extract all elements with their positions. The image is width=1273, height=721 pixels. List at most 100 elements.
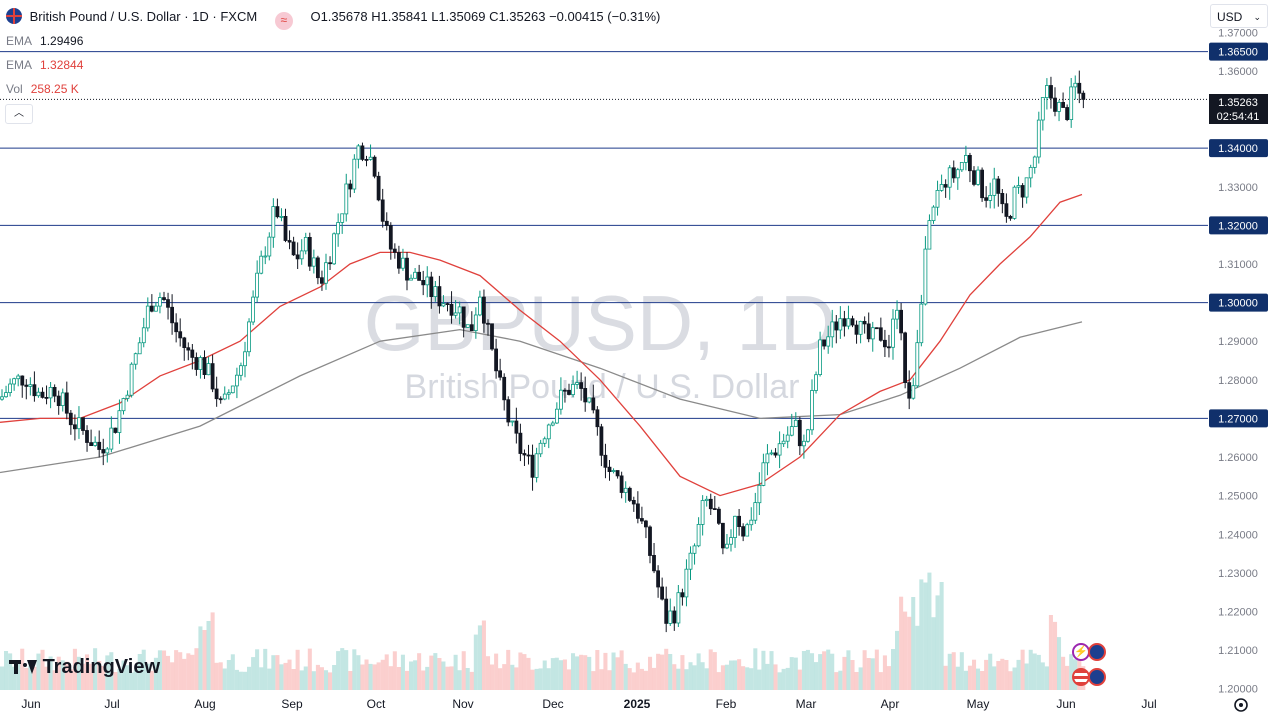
volume-bar <box>157 650 162 690</box>
volume-bar <box>874 649 879 690</box>
volume-bar <box>850 660 855 690</box>
volume-bar <box>283 662 288 690</box>
candle-body <box>883 339 887 348</box>
candle-body <box>514 420 519 434</box>
indicator-toggle-icon[interactable]: ≈ <box>274 12 293 30</box>
candle-body <box>964 154 968 163</box>
candle-body <box>753 502 758 521</box>
volume-bar <box>360 664 365 690</box>
candle-body <box>959 161 964 171</box>
volume-bar <box>56 656 61 690</box>
candle-body <box>32 384 37 397</box>
collapse-indicators-button[interactable]: ︿ <box>5 104 33 124</box>
volume-bar <box>76 656 81 690</box>
candle-body <box>174 322 179 333</box>
indicator-volume[interactable]: Vol 258.25 K <box>6 82 79 96</box>
candle-body <box>919 303 924 344</box>
volume-bar <box>433 653 438 690</box>
symbol-title[interactable]: British Pound / U.S. Dollar · 1D · FXCM <box>29 9 258 24</box>
volume-bar <box>340 648 345 690</box>
candle-body <box>708 498 713 510</box>
price-tick-label: 1.22000 <box>1218 606 1258 618</box>
price-tick-label: 1.36000 <box>1218 66 1258 78</box>
tradingview-logo[interactable]: TradingView <box>9 656 160 679</box>
candle-body <box>81 417 85 431</box>
candle-body <box>340 213 345 223</box>
volume-bar <box>591 671 596 690</box>
candle-body <box>745 524 750 537</box>
volume-bar <box>392 651 397 690</box>
candle-body <box>640 518 644 522</box>
currency-selector[interactable]: USD ⌄ <box>1210 4 1268 28</box>
volume-bar <box>858 667 863 690</box>
close-value: 1.35263 <box>498 9 546 24</box>
volume-bar <box>1044 666 1049 690</box>
candle-body <box>299 250 304 260</box>
volume-bar <box>1024 663 1029 690</box>
volume-bar <box>716 672 721 690</box>
candle-body <box>510 420 515 423</box>
candle-body <box>291 241 296 256</box>
volume-bar <box>959 652 964 690</box>
horizontal-levels[interactable]: 1.36500 1.34000 1.32000 1.30000 1.27000 <box>0 42 1268 428</box>
volume-bar <box>202 630 207 690</box>
time-tick-label: Nov <box>452 697 473 711</box>
volume-bar <box>243 671 248 690</box>
volume-bar <box>846 650 851 690</box>
volume-bar <box>911 597 916 690</box>
candle-body <box>684 568 689 598</box>
volume-bar <box>704 668 709 690</box>
candle-body <box>534 453 539 478</box>
volume-bar <box>311 671 316 690</box>
volume-bar <box>1057 637 1062 690</box>
volume-bar <box>534 668 539 690</box>
candle-body <box>631 499 636 505</box>
volume-bar <box>93 648 98 690</box>
volume-bar <box>263 648 268 690</box>
ohlc-values: O1.35678 H1.35841 L1.35069 C1.35263 −0.0… <box>310 9 661 24</box>
uk-flag-icon-2[interactable] <box>1088 668 1106 686</box>
volume-bar <box>247 666 252 690</box>
uk-flag-icon[interactable] <box>1088 643 1106 661</box>
volume-bar <box>996 661 1001 690</box>
candle-body <box>749 519 754 526</box>
volume-bar <box>182 658 187 690</box>
settings-gear-icon[interactable] <box>1234 698 1248 712</box>
candle-body <box>777 443 782 456</box>
volume-bar <box>0 666 5 690</box>
candle-body <box>68 412 73 426</box>
volume-bar <box>842 656 847 690</box>
candle-body <box>1049 85 1053 99</box>
candle-body <box>263 255 268 258</box>
candle-body <box>311 257 316 267</box>
candle-body <box>623 487 628 493</box>
chevron-up-icon: ︿ <box>14 108 24 119</box>
volume-bar <box>388 666 393 690</box>
volume-bar <box>230 654 235 690</box>
candle-body <box>1008 215 1013 219</box>
candle-body <box>878 327 883 341</box>
candle-body <box>761 462 766 486</box>
volume-bar <box>481 620 486 690</box>
indicator-ema-1[interactable]: EMA 1.29496 <box>6 34 84 48</box>
volume-bar <box>16 660 21 690</box>
candle-body <box>797 419 802 447</box>
volume-bar <box>1065 665 1070 690</box>
candle-body <box>660 586 664 600</box>
volume-bar <box>947 653 952 690</box>
candle-body <box>911 385 916 399</box>
candle-body <box>587 397 592 403</box>
volume-bar <box>315 664 320 690</box>
candle-body <box>194 357 199 370</box>
candle-body <box>526 454 531 457</box>
price-axis[interactable]: 1.370001.360001.350001.330001.310001.290… <box>1218 27 1258 695</box>
candle-body <box>757 484 762 504</box>
volume-bar <box>696 653 701 690</box>
time-axis[interactable]: Jun Jul Aug Sep Oct Nov Dec 2025 Feb Mar Apr May Jun… <box>21 697 1156 711</box>
volume-bar <box>737 659 742 690</box>
volume-bar <box>190 654 195 690</box>
indicator-ema-2[interactable]: EMA 1.32844 <box>6 58 84 72</box>
volume-bar <box>267 668 272 690</box>
candle-body <box>887 346 891 349</box>
